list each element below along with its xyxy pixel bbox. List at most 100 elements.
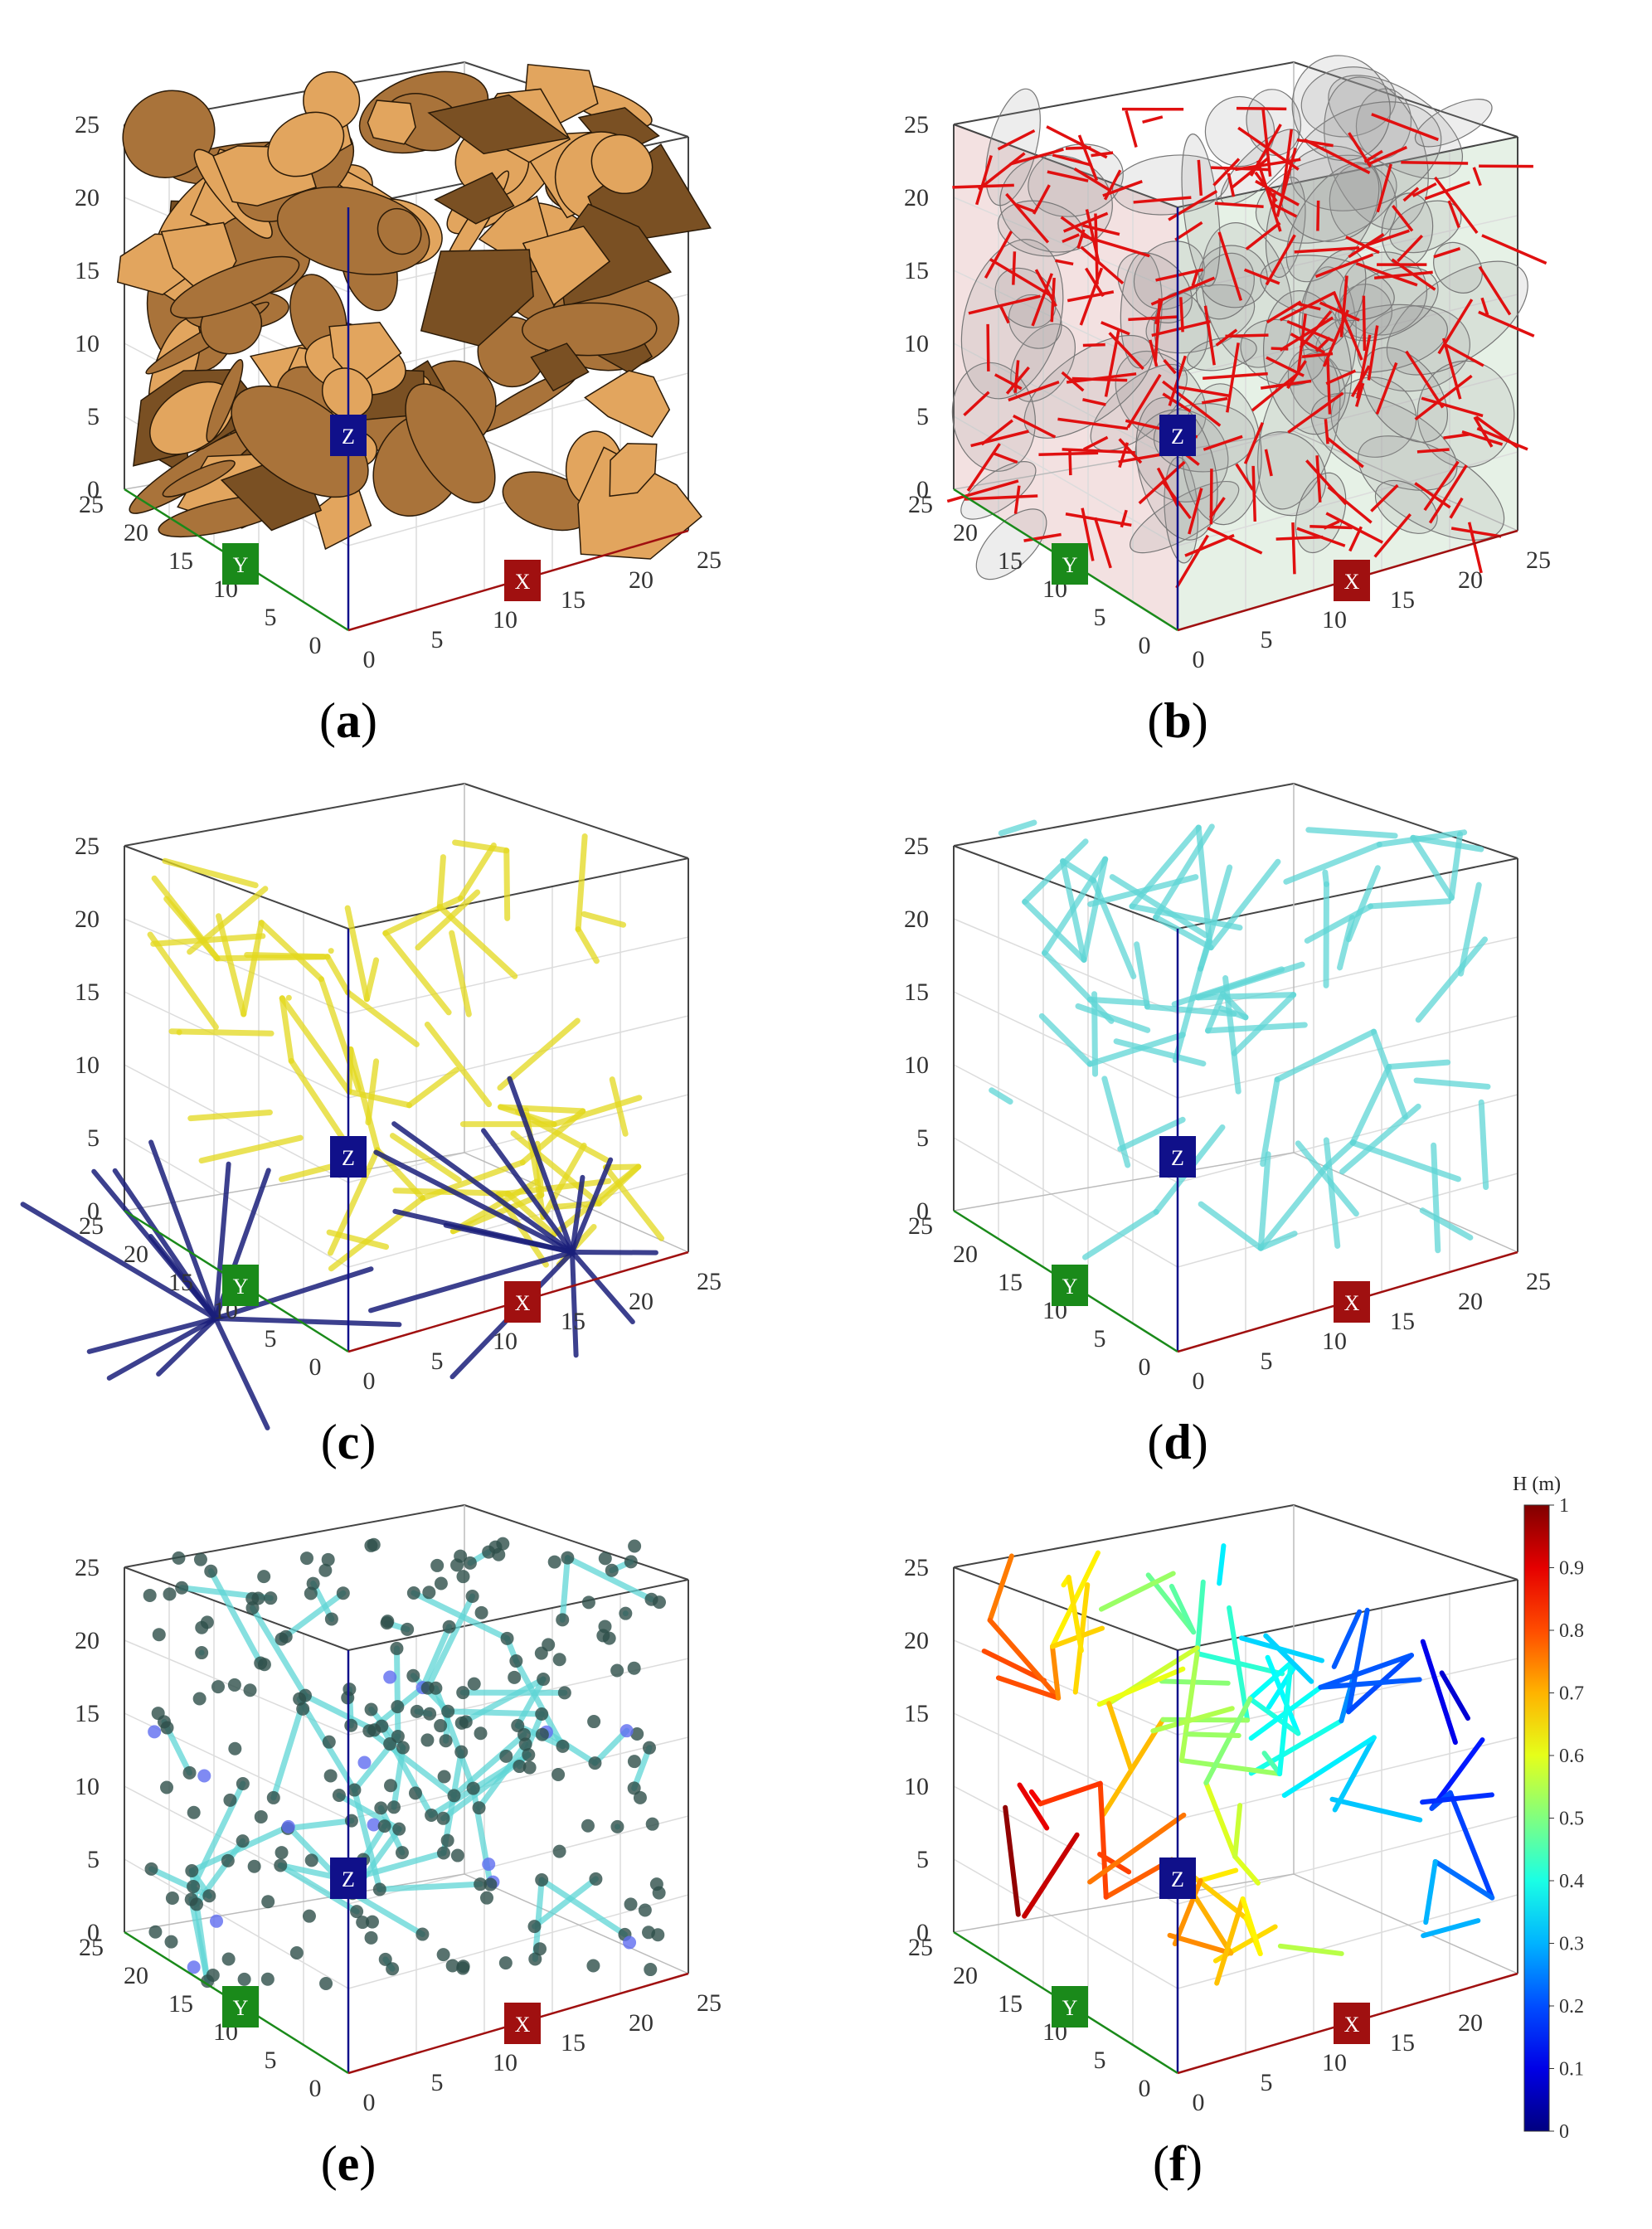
x-tick-label: 20 (1458, 2009, 1483, 2037)
network-node (374, 1801, 387, 1814)
network-node (390, 1642, 403, 1655)
network-node (643, 1741, 656, 1755)
x-tick-label: 20 (1458, 566, 1483, 594)
network-node (202, 1889, 216, 1902)
network-node (333, 1789, 346, 1802)
network-node (456, 1570, 469, 1583)
intersection-trace (1072, 378, 1128, 380)
intersection-trace (1070, 450, 1071, 475)
network-node (392, 1823, 406, 1836)
y-tick-label: 0 (309, 632, 322, 659)
colorbar-tick-label: 0.4 (1559, 1871, 1584, 1892)
network-node (535, 1873, 548, 1887)
x-axis-tag: X (515, 570, 531, 594)
pipe-segment (349, 1091, 410, 1105)
cube-edge (124, 784, 464, 846)
network-node (407, 1586, 420, 1600)
network-node (267, 1791, 280, 1804)
network-node (158, 1715, 171, 1728)
y-tick-label: 5 (265, 604, 277, 631)
network-node (175, 1581, 188, 1595)
pipe-segment (1413, 838, 1451, 897)
network-node (296, 1702, 309, 1716)
cube-edge (954, 1505, 1294, 1567)
pipe-segment (154, 878, 217, 958)
pipe-segment (1353, 1066, 1389, 1143)
network-node (475, 1606, 488, 1620)
y-tick-label: 20 (124, 1241, 148, 1268)
pipe-segment (501, 1107, 583, 1111)
pipe-segment (1277, 1032, 1373, 1080)
y-axis-tag: Y (233, 1996, 249, 2020)
pipe-segment (1086, 1212, 1157, 1257)
network-node (303, 1910, 316, 1923)
z-tick-label: 10 (75, 1773, 100, 1800)
boundary-pipe (216, 1318, 268, 1428)
colorbar-title: H (m) (1513, 1474, 1561, 1495)
network-node (619, 1607, 632, 1620)
colorbar-tick-label: 0.3 (1559, 1934, 1584, 1955)
grid-line (1178, 1173, 1518, 1267)
pipe-segment (291, 1061, 348, 1147)
pipe-segment (547, 1732, 595, 1763)
network-node (589, 1872, 602, 1886)
boundary-pipe (572, 1252, 576, 1355)
network-node (437, 1812, 450, 1825)
intersection-trace (1013, 251, 1015, 284)
pipe-segment (584, 914, 623, 925)
pipe-segment (440, 857, 443, 907)
fracture-polygon (367, 100, 415, 144)
pipe-segment (211, 1571, 260, 1663)
boundary-node (383, 1671, 396, 1684)
pipe-segment (1042, 1016, 1090, 1064)
network-node (279, 1630, 293, 1644)
network-node (429, 1682, 442, 1695)
pipe-segment (418, 892, 478, 948)
pipe-segment (282, 998, 349, 1092)
x-tick-label: 25 (697, 546, 722, 574)
y-tick-label: 20 (953, 519, 978, 546)
grid (954, 862, 1518, 1332)
boundary-node (623, 1936, 636, 1950)
colorbar-tick-label: 0.9 (1559, 1558, 1584, 1580)
y-tick-label: 20 (953, 1241, 978, 1268)
colorbar: H (m)00.10.20.30.40.50.60.70.80.91 (1513, 1474, 1584, 2143)
network-node (187, 1880, 200, 1893)
y-tick-label: 5 (1094, 1325, 1106, 1352)
network-node (257, 1570, 270, 1583)
z-tick-label: 25 (904, 111, 929, 138)
intersection-trace (1211, 469, 1212, 524)
y-tick-label: 25 (908, 1934, 933, 1961)
z-tick-label: 5 (87, 1846, 100, 1873)
pipe-segment (507, 851, 508, 919)
z-axis-tag: Z (1171, 1146, 1184, 1170)
network-node (459, 1715, 473, 1728)
intersection-trace (1083, 345, 1105, 346)
network-node (423, 1707, 436, 1721)
network-node (396, 1846, 409, 1859)
z-tick-label: 5 (916, 1124, 929, 1152)
z-axis-tag: Z (1171, 1867, 1184, 1891)
x-tick-label: 15 (561, 2029, 585, 2057)
pipe-segment (1090, 999, 1147, 1003)
pipe-segment (455, 843, 507, 851)
network-node (556, 1613, 569, 1626)
colorbar-tick-label: 0.6 (1559, 1746, 1584, 1767)
network-node (468, 1678, 481, 1691)
panel-label-c: (c) (265, 1414, 431, 1471)
network-node (319, 1977, 333, 1990)
y-tick-label: 0 (309, 1353, 322, 1381)
network-node (172, 1552, 185, 1565)
network-node (245, 1592, 259, 1605)
network-node (536, 1728, 549, 1741)
pipe-segment (380, 1884, 480, 1889)
pipe-segment (984, 1651, 1044, 1681)
network-node (274, 1858, 287, 1872)
pipe-segment (1219, 1546, 1223, 1583)
cube-edge (1294, 1874, 1518, 1974)
colorbar-tick-label: 0.8 (1559, 1620, 1584, 1642)
network-node (415, 1928, 429, 1941)
